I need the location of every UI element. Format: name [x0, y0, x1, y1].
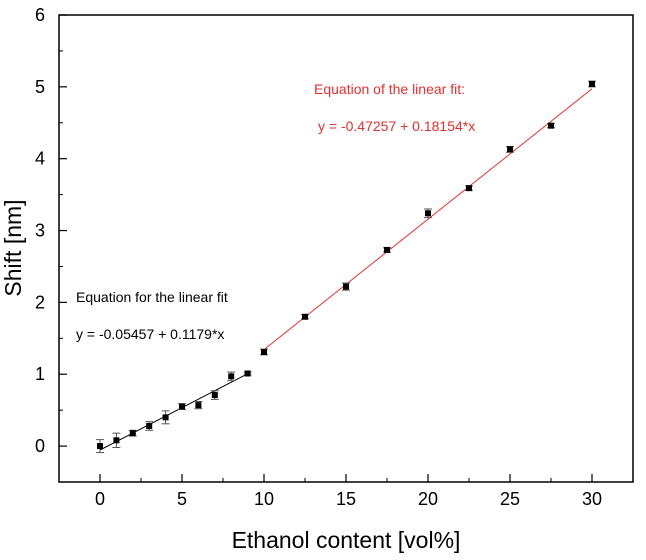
x-tick-label: 10 — [254, 489, 274, 509]
y-tick-label: 6 — [35, 5, 45, 25]
data-point — [507, 146, 513, 153]
data-point — [162, 414, 169, 421]
data-point — [384, 246, 390, 253]
y-axis-title: Shift [nm] — [0, 199, 26, 296]
x-tick-label: 20 — [418, 489, 438, 509]
data-point — [261, 348, 267, 355]
data-point — [343, 283, 349, 290]
data-point — [425, 210, 431, 217]
data-point — [97, 443, 103, 450]
data-point — [244, 370, 251, 377]
data-point — [179, 403, 185, 410]
data-point — [589, 80, 595, 87]
y-tick-label: 5 — [35, 77, 45, 97]
x-tick-label: 0 — [95, 489, 105, 509]
data-point — [548, 122, 554, 129]
x-tick-label: 30 — [582, 489, 602, 509]
annotation-left-line1: Equation for the linear fit — [76, 289, 228, 305]
x-axis-ticks: 0 5 10 15 20 25 30 — [58, 474, 634, 509]
x-tick-label: 5 — [177, 489, 187, 509]
y-tick-label: 2 — [35, 292, 45, 312]
data-point — [146, 422, 153, 429]
fit-lines — [99, 88, 593, 451]
y-tick-label: 0 — [35, 436, 45, 456]
data-point — [228, 373, 235, 380]
data-point — [302, 313, 308, 320]
data-point — [211, 392, 218, 399]
data-point — [466, 185, 472, 192]
y-tick-label: 1 — [35, 364, 45, 384]
data-point — [195, 402, 202, 409]
annotation-right-line2: y = -0.47257 + 0.18154*x — [318, 118, 475, 134]
y-axis-ticks: 0 1 2 3 4 5 6 — [35, 5, 67, 483]
annotation-left-line2: y = -0.05457 + 0.1179*x — [76, 326, 224, 342]
data-point — [113, 437, 120, 444]
annotation-right-line1: Equation of the linear fit: — [314, 81, 465, 97]
x-tick-label: 15 — [336, 489, 356, 509]
y-tick-label: 4 — [35, 149, 45, 169]
x-tick-label: 25 — [500, 489, 520, 509]
fit-line-2 — [263, 88, 593, 350]
fit-line-1 — [99, 373, 248, 451]
x-axis-title: Ethanol content [vol%] — [232, 527, 461, 553]
data-point — [129, 430, 136, 437]
data-points — [96, 80, 596, 454]
y-tick-label: 3 — [35, 221, 45, 241]
